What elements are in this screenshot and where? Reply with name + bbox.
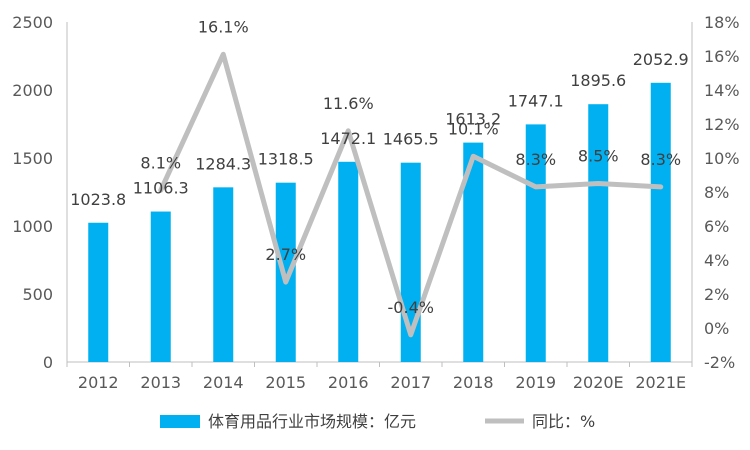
y-right-tick-label: 2% — [704, 285, 729, 304]
y-right-tick-label: 16% — [704, 47, 740, 66]
bar — [650, 82, 671, 362]
x-tick-label: 2015 — [265, 373, 306, 392]
y-right-tick-label: 14% — [704, 81, 740, 100]
y-left-tick-label: 500 — [22, 285, 53, 304]
bar-data-label: 1023.8 — [70, 190, 126, 209]
line-data-label: 10.1% — [448, 119, 499, 138]
x-tick-label: 2012 — [78, 373, 119, 392]
line-data-label: 2.7% — [265, 245, 306, 264]
x-tick-label: 2013 — [140, 373, 181, 392]
line-data-label: 8.3% — [515, 150, 556, 169]
bar — [213, 187, 234, 362]
bar — [88, 222, 109, 362]
y-right-tick-label: 6% — [704, 217, 729, 236]
x-tick-label: 2020E — [573, 373, 624, 392]
y-left-tick-label: 2000 — [12, 81, 53, 100]
data-labels: 1023.8 1106.3 1284.3 1318.5 1472.1 1465.5 1613… — [70, 17, 689, 317]
line-data-label: 8.5% — [578, 147, 619, 166]
x-tick-label: 2018 — [453, 373, 494, 392]
legend: 体育用品行业市场规模：亿元 同比：% — [160, 412, 595, 431]
y-right-tick-label: -2% — [704, 353, 735, 372]
y-right-tick-label: 8% — [704, 183, 729, 202]
y-right-tick-label: 12% — [704, 115, 740, 134]
y-left-tick-label: 1000 — [12, 217, 53, 236]
bar-data-label: 1895.6 — [570, 71, 626, 90]
bar-series — [88, 82, 671, 363]
line-data-label: 8.3% — [640, 150, 681, 169]
legend-line-label: 同比：% — [532, 412, 595, 431]
bar — [588, 104, 609, 363]
bar — [275, 182, 296, 362]
bar-data-label: 1318.5 — [258, 150, 314, 169]
y-left-tick-label: 0 — [43, 353, 53, 372]
x-tick-label: 2021E — [635, 373, 686, 392]
line-series — [158, 51, 664, 338]
x-tick-label: 2019 — [515, 373, 556, 392]
legend-bar-swatch — [160, 415, 200, 428]
y-right-tick-label: 0% — [704, 319, 729, 338]
x-tick-label: 2016 — [328, 373, 369, 392]
line-data-label: 16.1% — [198, 17, 249, 36]
x-tick-label: 2014 — [203, 373, 244, 392]
bar-data-label: 1472.1 — [320, 129, 376, 148]
line-data-label: -0.4% — [388, 298, 434, 317]
line-data-label: 8.1% — [140, 153, 181, 172]
tick-labels: 0 500 1000 1500 2000 2500 -2% 0% 2% 4% 6% 8% 10% 12% 1… — [12, 13, 739, 392]
y-right-tick-label: 4% — [704, 251, 729, 270]
x-tick-label: 2017 — [390, 373, 431, 392]
y-left-tick-label: 1500 — [12, 149, 53, 168]
bar-data-label: 1284.3 — [195, 154, 251, 173]
bar-data-label: 1106.3 — [133, 179, 189, 198]
bar — [150, 211, 171, 362]
bar-data-label: 2052.9 — [633, 50, 689, 69]
bar-data-label: 1465.5 — [383, 130, 439, 149]
legend-bar-label: 体育用品行业市场规模：亿元 — [208, 412, 416, 431]
bar — [463, 142, 484, 362]
bar-data-label: 1747.1 — [508, 91, 564, 110]
y-left-tick-label: 2500 — [12, 13, 53, 32]
line-data-label: 11.6% — [323, 94, 374, 113]
axes — [66, 22, 693, 367]
bar-data-label: 1613.2 — [445, 110, 501, 129]
y-right-tick-label: 10% — [704, 149, 740, 168]
bar — [338, 161, 359, 362]
y-right-tick-label: 18% — [704, 13, 740, 32]
line-path — [158, 51, 664, 338]
